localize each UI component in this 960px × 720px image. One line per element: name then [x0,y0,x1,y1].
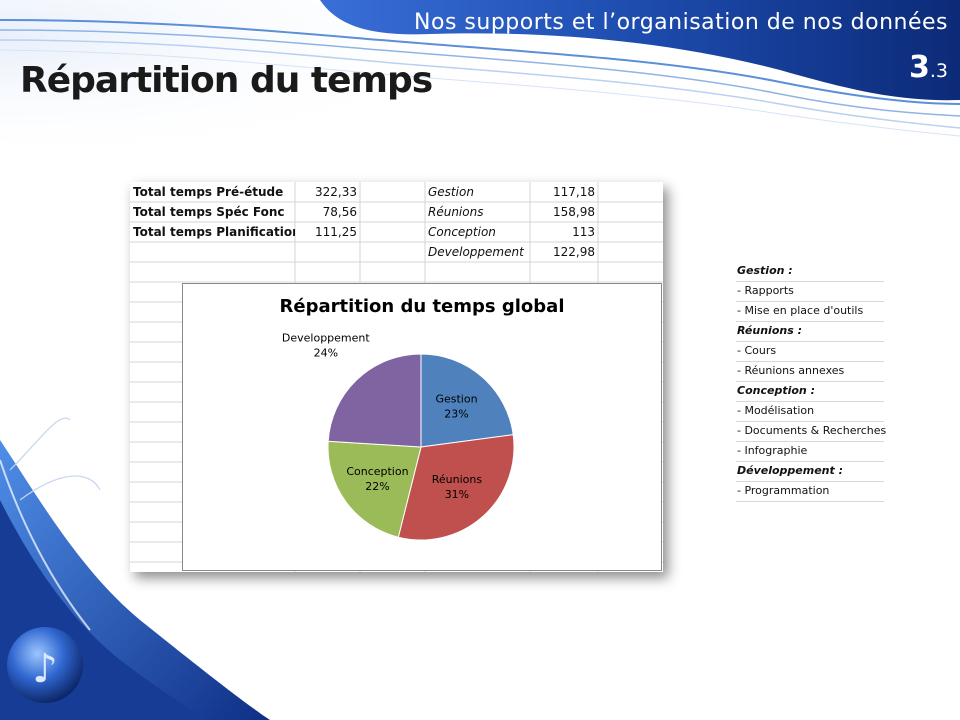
category-label: Developpement [428,245,524,259]
row-value: 111,25 [315,225,357,239]
pie-slice-developpement [327,353,422,448]
pie-slice-gestion [420,353,514,448]
row-label [130,242,295,262]
row-value: 78,56 [322,205,357,219]
category-value: 158,98 [553,205,595,219]
category-heading: Réunions : [736,322,884,342]
spreadsheet-image: Total temps Pré-étude 322,33 Gestion 117… [130,182,663,572]
slice-category-label: Gestion [435,392,477,405]
slice-percent-label: 24% [314,347,338,360]
table-row: Developpement 122,98 [130,242,663,262]
category-label: Gestion [428,185,474,199]
row-label: Total temps Spéc Fonc [133,205,285,219]
category-value: 117,18 [553,185,595,199]
row-value [295,242,360,262]
category-item: - Modélisation [736,402,884,422]
slice-category-label: Conception [346,465,408,478]
slide-number-sub: .3 [929,60,948,82]
category-item: - Programmation [736,482,884,502]
category-item: - Infographie [736,442,884,462]
chart-title: Répartition du temps global [279,296,565,317]
slice-category-label: Réunions [432,473,483,486]
category-details-list: Gestion :- Rapports - Mise en place d'out… [736,262,886,502]
svg-text:♪: ♪ [32,646,58,692]
category-heading: Gestion : [736,262,884,282]
pie-slice-réunions [397,434,515,541]
row-value: 322,33 [315,185,357,199]
slice-percent-label: 31% [445,488,469,501]
row-label: Total temps Pré-étude [133,185,284,199]
row-label: Total temps Planification [133,225,295,239]
category-value: 122,98 [553,245,595,259]
slide-number: 3.3 [909,50,948,85]
pie-chart-canvas: Gestion 23% Réunions 31% Conception 22% Develo… [282,332,515,541]
table-row: Total temps Planification 111,25 Concept… [130,222,663,242]
category-label: Conception [428,225,496,239]
category-value: 113 [572,225,595,239]
page-title: Répartition du temps [20,60,433,101]
section-header: Nos supports et l’organisation de nos do… [414,10,948,35]
slice-category-label: Developpement [282,332,370,345]
slice-percent-label: 23% [444,407,468,420]
category-item: - Documents & Recherches [736,422,886,442]
category-heading: Conception : [736,382,884,402]
table-row: Total temps Pré-étude 322,33 Gestion 117… [130,182,663,202]
category-heading: Développement : [736,462,884,482]
pie-slice-conception [327,440,422,538]
category-item: - Cours [736,342,884,362]
slice-percent-label: 22% [365,480,389,493]
category-item: - Réunions annexes [736,362,884,382]
pie-chart: Répartition du temps global Gestion 23% Ré… [182,283,662,571]
category-label: Réunions [428,205,484,219]
category-item: - Rapports [736,282,884,302]
category-item: - Mise en place d'outils [736,302,884,322]
slide-number-main: 3 [908,50,930,85]
table-row: Total temps Spéc Fonc 78,56 Réunions 158… [130,202,663,222]
